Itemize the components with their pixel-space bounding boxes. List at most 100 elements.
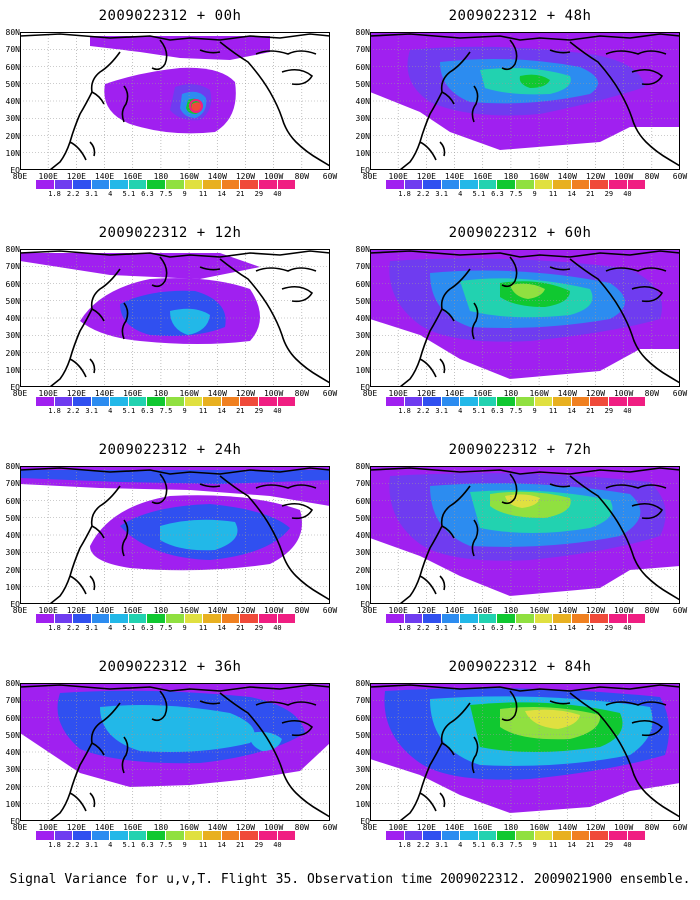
colorbar-label: 3.1: [85, 190, 99, 198]
longitude-label: 80W: [644, 823, 660, 832]
colorbar-swatch: [221, 397, 241, 406]
longitude-label: 100E: [388, 606, 408, 615]
map-plot: 80N 70N 60N 50N 40N 30N 20N 10N EQ 80E 100E 120E 140…: [356, 679, 688, 832]
latitude-label: 80N: [5, 679, 20, 688]
map-canvas: [20, 249, 330, 387]
colorbar-label: 7.5: [159, 841, 173, 849]
colorbar-swatch: [553, 397, 572, 406]
longitude-label: 140W: [207, 172, 227, 181]
colorbar-swatch: [516, 180, 535, 189]
longitude-label: 100W: [263, 606, 284, 615]
colorbar-label: 7.5: [159, 407, 173, 415]
latitude-label: 80N: [355, 462, 370, 471]
colorbar-swatch: [423, 831, 442, 840]
latitude-label: 20N: [5, 348, 20, 358]
colorbar-label: 6.3: [491, 624, 504, 632]
colorbar-swatch: [423, 180, 442, 189]
colorbar-label: 2.2: [66, 624, 80, 632]
latitude-label: 40N: [5, 748, 20, 757]
colorbar-swatch: [478, 180, 498, 189]
colorbar-swatch: [73, 614, 92, 623]
colorbar-swatch: [460, 180, 479, 189]
colorbar-label: 5.1: [472, 407, 486, 415]
longitude-label: 100E: [388, 172, 408, 181]
longitude-label: 120E: [66, 172, 86, 181]
colorbar-label: 4: [108, 624, 113, 632]
latitude-label: 60N: [5, 713, 20, 723]
latitude-label: 80N: [355, 245, 370, 254]
longitude-label: 120W: [585, 606, 606, 615]
colorbar-swatch: [184, 614, 204, 623]
longitude-label: 80E: [362, 823, 378, 832]
colorbar-label: 1.8: [48, 407, 61, 415]
coastline: [370, 250, 680, 387]
latitude-label: 50N: [355, 730, 370, 740]
longitude-label: 160W: [529, 606, 549, 615]
colorbar-swatch: [534, 397, 554, 406]
colorbar-label: 14: [217, 190, 226, 198]
latitude-label: 60N: [355, 279, 370, 289]
colorbar-swatch: [277, 180, 297, 189]
colorbar-label: 9: [532, 407, 537, 415]
longitude-label: 60W: [322, 606, 338, 615]
colorbar-swatch: [54, 831, 74, 840]
longitude-label: 120E: [416, 389, 436, 398]
colorbar-swatch: [478, 614, 498, 623]
colorbar-swatch: [404, 614, 424, 623]
latitude-label: 40N: [355, 748, 370, 757]
colorbar-swatch: [386, 397, 405, 406]
longitude-label: 60W: [322, 172, 338, 181]
latitude-label: 60N: [355, 713, 370, 723]
colorbar-label: 5.1: [472, 190, 486, 198]
colorbar-label: 14: [217, 407, 226, 415]
colorbar-label: 3.1: [85, 407, 99, 415]
longitude-label: 100E: [388, 389, 408, 398]
colorbar-swatch: [91, 397, 111, 406]
longitude-label: 80W: [644, 606, 660, 615]
colorbar-label: 40: [623, 624, 632, 632]
colorbar-label: 3.1: [435, 407, 449, 415]
panel-title: 2009022312 + 84h: [448, 659, 592, 675]
longitude-label: 80E: [12, 606, 28, 615]
panel-title: 2009022312 + 48h: [448, 8, 592, 24]
longitude-label: 160W: [179, 823, 199, 832]
map-plot: 80N 70N 60N 50N 40N 30N 20N 10N EQ 80E 100E 120E 140…: [6, 28, 338, 181]
latitude-label: EQ: [10, 817, 20, 826]
contour-region: [160, 519, 238, 551]
colorbar-swatch: [110, 397, 129, 406]
colorbar: 1.8 2.2 3.1 4 5.1 6.3 7.5 9 11 14 21 29 40: [36, 180, 297, 199]
colorbar: 1.8 2.2 3.1 4 5.1 6.3 7.5 9 11 14 21 29 40: [36, 614, 297, 633]
colorbar-label: 2.2: [416, 624, 430, 632]
map-canvas: [370, 32, 680, 170]
latitude-label: 40N: [5, 97, 20, 106]
colorbar: 1.8 2.2 3.1 4 5.1 6.3 7.5 9 11 14 21 29 40: [386, 831, 647, 850]
colorbar-label: 4: [458, 190, 463, 198]
latitude-label: 20N: [355, 348, 370, 358]
colorbar-swatch: [184, 831, 204, 840]
longitude-label: 140E: [444, 606, 465, 615]
longitude-label: 80W: [294, 172, 310, 181]
colorbar-swatch: [627, 831, 647, 840]
colorbar-swatch: [571, 180, 591, 189]
colorbar-label: 7.5: [159, 190, 173, 198]
colorbar-swatch: [441, 180, 461, 189]
longitude-label: 140W: [557, 389, 577, 398]
colorbar: 1.8 2.2 3.1 4 5.1 6.3 7.5 9 11 14 21 29 40: [386, 397, 647, 416]
longitude-label: 120W: [235, 389, 256, 398]
colorbar-label: 3.1: [435, 190, 449, 198]
colorbar-label: 1.8: [398, 841, 411, 849]
longitude-label: 140W: [557, 172, 577, 181]
longitude-label: 80W: [294, 606, 310, 615]
latitude-label: 40N: [5, 531, 20, 540]
longitude-label: 140E: [444, 172, 465, 181]
coastline: [370, 684, 680, 821]
latitude-label: 40N: [355, 531, 370, 540]
colorbar-swatch: [516, 614, 535, 623]
coastline: [20, 33, 330, 170]
longitude-label: 100W: [613, 606, 634, 615]
panel-title: 2009022312 + 36h: [98, 659, 242, 675]
colorbar-swatch: [386, 831, 405, 840]
colorbar-label: 2.2: [416, 407, 430, 415]
longitude-label: 100W: [613, 823, 634, 832]
colorbar-swatch: [203, 831, 222, 840]
